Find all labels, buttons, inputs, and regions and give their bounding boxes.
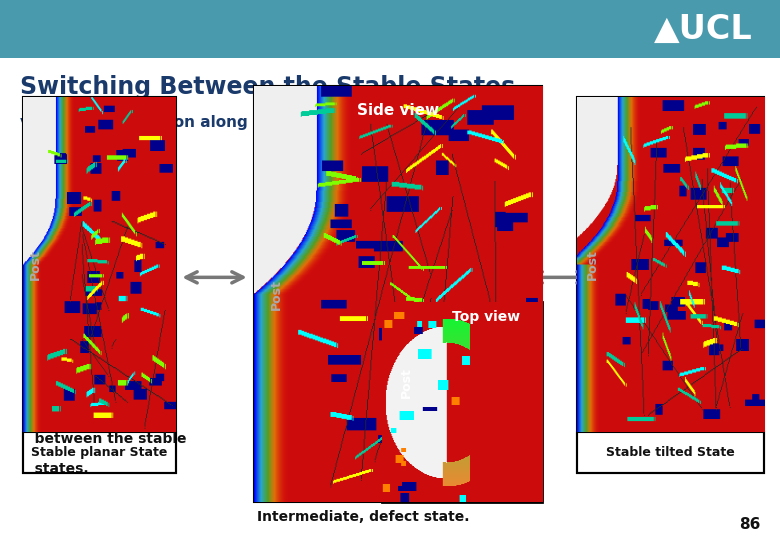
Text: Intermediate, defect state.: Intermediate, defect state. xyxy=(257,510,470,524)
Text: Post: Post xyxy=(270,279,283,310)
Bar xyxy=(382,302,542,502)
Text: between the stable: between the stable xyxy=(20,432,186,446)
Bar xyxy=(23,97,176,472)
Text: Post: Post xyxy=(29,249,42,280)
Text: •  The Flexoelectric: • The Flexoelectric xyxy=(20,343,172,357)
Text: Stable planar State: Stable planar State xyxy=(31,446,168,459)
Text: ▲UCL: ▲UCL xyxy=(654,12,753,46)
Text: 86: 86 xyxy=(739,517,760,532)
Text: Top view: Top view xyxy=(452,310,520,325)
Bar xyxy=(254,86,542,502)
Bar xyxy=(0,0,780,58)
Text: Stable tilted State: Stable tilted State xyxy=(606,446,736,459)
Text: Side view: Side view xyxy=(356,103,439,118)
Text: Switching Between the Stable States: Switching Between the Stable States xyxy=(20,75,515,98)
Text: Post: Post xyxy=(399,367,413,398)
Bar xyxy=(23,432,176,472)
Text: Post: Post xyxy=(586,249,599,280)
Text: via defect formation along post.: via defect formation along post. xyxy=(20,115,296,130)
Bar xyxy=(577,432,764,472)
Text: states.: states. xyxy=(20,462,88,476)
Bar xyxy=(577,97,764,472)
Text: effect responsible: effect responsible xyxy=(20,373,176,387)
Text: for switching: for switching xyxy=(20,402,136,416)
